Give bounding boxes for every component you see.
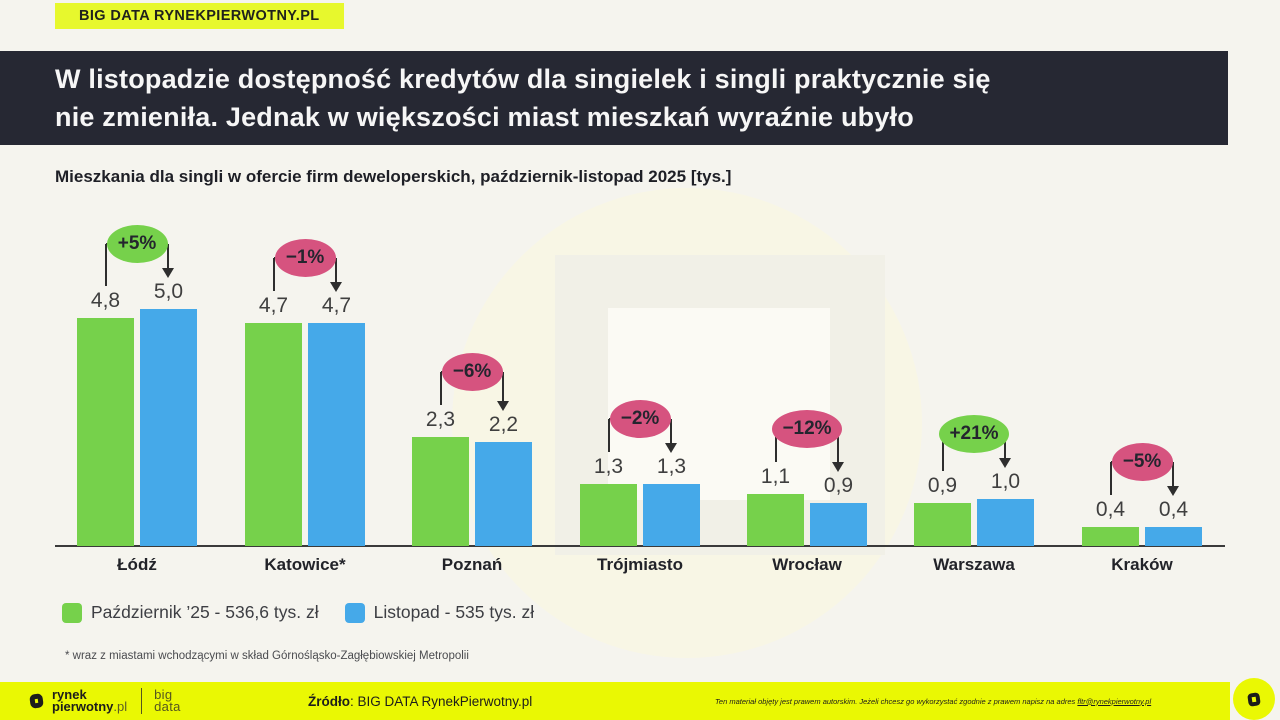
bigdata-wordmark: big data: [154, 687, 181, 714]
badge-arrow-2: [497, 401, 509, 411]
value-label-november-1: 4,7: [321, 294, 352, 317]
badge-connector-left-3: [608, 419, 610, 452]
chart-title: Mieszkania dla singli w ofercie firm dew…: [55, 167, 732, 186]
change-badge-4: −12%: [772, 410, 842, 448]
badge-connector-left-6: [1110, 462, 1112, 495]
legend-item-october: Październik ’25 - 536,6 tys. zł: [62, 602, 319, 623]
value-label-october-1: 4,7: [258, 294, 289, 317]
bar-november-0: [140, 309, 197, 546]
headline-panel: W listopadzie dostępność kredytów dla si…: [0, 51, 1228, 145]
badge-connector-right-2: [502, 372, 504, 401]
change-badge-3: −2%: [609, 400, 671, 438]
copyright-fineprint: Ten materiał objęty jest prawem autorski…: [715, 696, 1152, 706]
badge-arrow-4: [832, 462, 844, 472]
bar-november-2: [475, 442, 532, 546]
value-label-october-6: 0,4: [1095, 498, 1126, 521]
legend-swatch-november: [344, 602, 365, 623]
bar-october-5: [914, 503, 971, 546]
badge-arrow-3: [665, 443, 677, 453]
source-label: Źródło: [308, 693, 350, 709]
change-badge-5: +21%: [939, 415, 1009, 453]
value-label-november-6: 0,4: [1158, 498, 1189, 521]
city-label-1: Katowice*: [264, 555, 346, 574]
value-label-october-5: 0,9: [927, 474, 958, 497]
badge-arrow-0: [162, 268, 174, 278]
value-label-november-0: 5,0: [153, 280, 184, 303]
badge-connector-right-3: [670, 419, 672, 443]
logo-text-pierwotny: pierwotny: [52, 699, 114, 714]
bar-october-0: [77, 318, 134, 546]
badge-connector-left-4: [775, 429, 777, 462]
badge-connector-right-5: [1004, 434, 1006, 458]
legend-label-november: Listopad - 535 tys. zł: [373, 602, 535, 622]
headline-line-1: W listopadzie dostępność kredytów dla si…: [55, 64, 991, 94]
city-label-0: Łódź: [117, 555, 157, 574]
change-badge-0: +5%: [106, 225, 168, 263]
legend-swatch-october: [62, 602, 82, 623]
badge-connector-left-1: [273, 258, 275, 291]
change-badge-2: −6%: [441, 353, 503, 391]
bar-october-2: [412, 437, 469, 546]
source-text: Źródło: BIG DATA RynekPierwotny.pl: [308, 694, 532, 709]
city-label-5: Warszawa: [933, 555, 1015, 574]
city-label-2: Poznań: [441, 555, 503, 574]
footnote: * wraz z miastami wchodzącymi w skład Gó…: [65, 650, 469, 662]
x-axis-line: [55, 545, 1225, 547]
value-label-november-3: 1,3: [656, 455, 687, 478]
badge-arrow-5: [999, 458, 1011, 468]
value-label-october-4: 1,1: [760, 465, 791, 488]
legend: Październik ’25 - 536,6 tys. zł Listopad…: [62, 602, 560, 623]
city-label-4: Wrocław: [772, 555, 842, 574]
badge-connector-left-0: [105, 244, 107, 286]
bar-october-6: [1082, 527, 1139, 546]
city-label-6: Kraków: [1111, 555, 1173, 574]
bar-november-3: [643, 484, 700, 546]
badge-arrow-1: [330, 282, 342, 292]
bar-november-1: [308, 323, 365, 546]
legend-item-november: Listopad - 535 tys. zł: [344, 602, 535, 623]
corner-logo-icon: [1247, 691, 1261, 707]
badge-connector-right-6: [1172, 462, 1174, 486]
contact-email-link[interactable]: fltr@rynekpierwotny.pl: [1077, 696, 1152, 706]
headline-line-2: nie zmieniła. Jednak w większości miast …: [55, 102, 914, 132]
bar-october-3: [580, 484, 637, 546]
badge-connector-left-2: [440, 372, 442, 405]
rynekpierwotny-logo-icon: [29, 693, 44, 709]
source-value: : BIG DATA RynekPierwotny.pl: [350, 693, 533, 709]
footer-bar: rynek pierwotny.pl big data Źródło: BIG …: [0, 682, 1230, 720]
bar-november-6: [1145, 527, 1202, 546]
bar-october-4: [747, 494, 804, 546]
badge-connector-right-4: [837, 429, 839, 462]
brand-badge: BIG DATA RYNEKPIERWOTNY.PL: [55, 3, 344, 29]
value-label-october-3: 1,3: [593, 455, 624, 478]
value-label-november-2: 2,2: [488, 413, 519, 436]
footer-divider: [141, 688, 143, 714]
badge-arrow-6: [1167, 486, 1179, 496]
change-badge-6: −5%: [1111, 443, 1173, 481]
value-label-october-0: 4,8: [90, 289, 121, 312]
change-badge-1: −1%: [274, 239, 336, 277]
logo-text-rynek: rynek: [52, 687, 87, 702]
bar-november-5: [977, 499, 1034, 546]
corner-logo-badge: [1233, 678, 1275, 720]
value-label-november-4: 0,9: [823, 474, 854, 497]
value-label-november-5: 1,0: [990, 470, 1021, 493]
city-label-3: Trójmiasto: [597, 555, 683, 574]
value-label-october-2: 2,3: [425, 408, 456, 431]
bar-november-4: [810, 503, 867, 546]
badge-connector-left-5: [942, 434, 944, 471]
badge-connector-right-0: [167, 244, 169, 268]
rynekpierwotny-logo-text: rynek pierwotny.pl: [52, 687, 128, 714]
bar-october-1: [245, 323, 302, 546]
logo-text-pl: .pl: [113, 699, 128, 714]
legend-label-october: Październik ’25 - 536,6 tys. zł: [91, 602, 319, 622]
badge-connector-right-1: [335, 258, 337, 282]
